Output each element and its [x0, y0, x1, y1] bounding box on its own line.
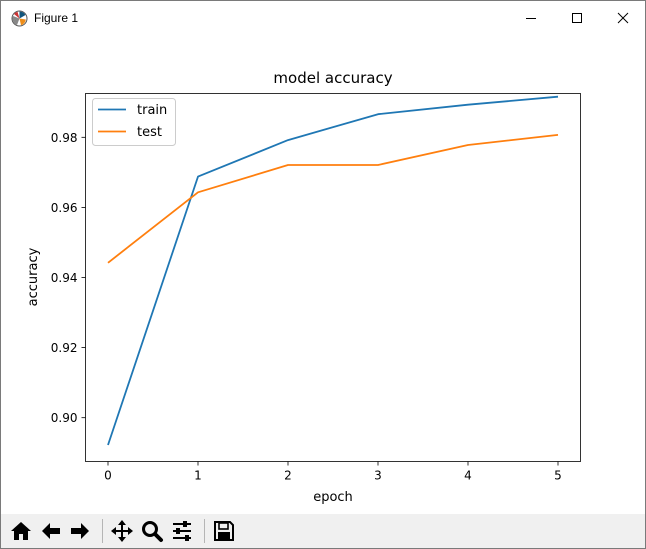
x-tick-label: 4: [464, 469, 472, 483]
save-icon: [214, 521, 234, 541]
series-line-train: [107, 95, 559, 446]
close-icon: [617, 12, 629, 24]
zoom-icon: [142, 521, 163, 542]
y-tick-label: 0.92: [51, 341, 78, 355]
toolbar-separator: [102, 519, 103, 543]
series-line-test: [107, 134, 559, 264]
navigation-toolbar: [1, 514, 645, 548]
forward-arrow-icon: [71, 523, 89, 539]
minimize-icon: [526, 18, 536, 19]
maximize-button[interactable]: [554, 1, 600, 35]
save-button[interactable]: [211, 518, 237, 544]
figure-canvas[interactable]: model accuracy 0 1 2 3 4 5 0.90 0.92 0.94 0.96 0.9…: [1, 35, 645, 513]
title-bar[interactable]: Figure 1: [1, 1, 645, 35]
legend-label-train: train: [137, 103, 167, 118]
pan-icon: [111, 520, 133, 542]
y-tick-label: 0.90: [51, 411, 78, 425]
maximize-icon: [572, 13, 582, 23]
configure-subplots-icon: [173, 521, 191, 541]
y-tick-label: 0.94: [51, 271, 78, 285]
forward-button[interactable]: [67, 518, 93, 544]
back-arrow-icon: [42, 523, 60, 539]
home-icon: [11, 522, 31, 540]
minimize-button[interactable]: [508, 1, 554, 35]
pan-button[interactable]: [109, 518, 135, 544]
chart-title: model accuracy: [273, 69, 392, 87]
configure-subplots-button[interactable]: [169, 518, 195, 544]
close-button[interactable]: [600, 1, 646, 35]
line-chart: model accuracy 0 1 2 3 4 5 0.90 0.92 0.94 0.96 0.9…: [26, 69, 581, 505]
y-tick-label: 0.96: [51, 201, 78, 215]
x-axis-label: epoch: [313, 490, 353, 505]
x-tick-label: 2: [284, 469, 292, 483]
y-tick-label: 0.98: [51, 131, 78, 145]
legend: train test: [92, 98, 176, 146]
x-tick-label: 1: [194, 469, 202, 483]
plot-axes: [85, 93, 581, 462]
y-axis-label: accuracy: [26, 247, 41, 306]
legend-label-test: test: [137, 125, 162, 140]
x-tick-label: 0: [104, 469, 112, 483]
home-button[interactable]: [8, 518, 34, 544]
toolbar-separator: [204, 519, 205, 543]
x-tick-label: 3: [374, 469, 382, 483]
x-tick-label: 5: [554, 469, 562, 483]
zoom-button[interactable]: [139, 518, 165, 544]
matplotlib-icon: [11, 10, 28, 27]
back-button[interactable]: [38, 518, 64, 544]
window-title: Figure 1: [34, 11, 79, 25]
